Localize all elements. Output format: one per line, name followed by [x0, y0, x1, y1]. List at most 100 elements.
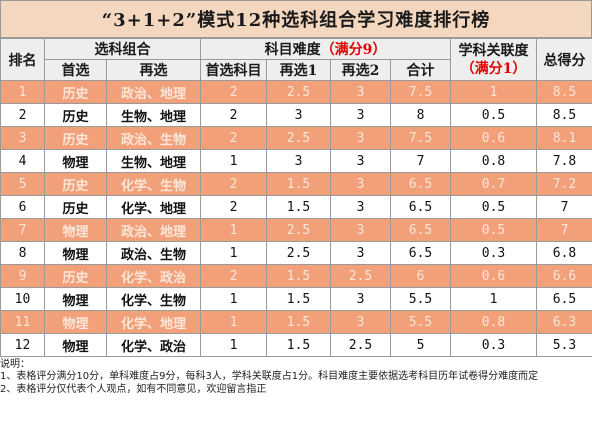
cell-d3: 3	[330, 103, 391, 127]
cell-total: 5.3	[536, 333, 592, 357]
cell-d1: 1	[200, 241, 267, 265]
cell-d2: 3	[266, 103, 331, 127]
table-row: 9 历史 化学、政治 2 1.5 2.5 6 0.6 6.6	[0, 264, 592, 288]
cell-rank: 9	[0, 264, 45, 288]
cell-relevance: 0.5	[450, 218, 537, 242]
cell-sum: 5.5	[390, 287, 451, 311]
ranking-table-container: “3+1+2”模式12种选科组合学习难度排行榜 排名 选科组合 科目难度（满分9…	[0, 0, 592, 357]
cell-d1: 1	[200, 333, 267, 357]
cell-sum: 7	[390, 149, 451, 173]
cell-rank: 1	[0, 80, 45, 104]
cell-total: 6.3	[536, 310, 592, 334]
table-row: 3 历史 政治、生物 2 2.5 3 7.5 0.6 8.1	[0, 126, 592, 150]
cell-first: 历史	[44, 264, 107, 288]
ranking-table: 排名 选科组合 科目难度（满分9） 学科关联度 （满分1） 总得分 首选 再选 首…	[0, 38, 592, 357]
header-diff-r2: 再选2	[330, 59, 391, 81]
cell-rank: 11	[0, 310, 45, 334]
cell-d1: 1	[200, 218, 267, 242]
header-relevance-label: 学科关联度	[458, 42, 529, 59]
cell-relevance: 1	[450, 80, 537, 104]
cell-second: 政治、生物	[106, 241, 201, 265]
header-total-score: 总得分	[536, 38, 592, 81]
cell-relevance: 0.8	[450, 310, 537, 334]
cell-d1: 2	[200, 264, 267, 288]
header-difficulty-label: 科目难度	[264, 42, 321, 58]
cell-d3: 3	[330, 287, 391, 311]
cell-total: 8.1	[536, 126, 592, 150]
cell-sum: 5.5	[390, 310, 451, 334]
header-diff-first: 首选科目	[200, 59, 267, 81]
cell-total: 7	[536, 195, 592, 219]
cell-d3: 3	[330, 218, 391, 242]
cell-second: 生物、地理	[106, 149, 201, 173]
cell-first: 历史	[44, 103, 107, 127]
cell-total: 7	[536, 218, 592, 242]
table-row: 2 历史 生物、地理 2 3 3 8 0.5 8.5	[0, 103, 592, 127]
cell-sum: 6.5	[390, 218, 451, 242]
table-row: 5 历史 化学、生物 2 1.5 3 6.5 0.7 7.2	[0, 172, 592, 196]
cell-d3: 2.5	[330, 264, 391, 288]
cell-sum: 5	[390, 333, 451, 357]
header-first-choice: 首选	[44, 59, 107, 81]
cell-relevance: 0.3	[450, 241, 537, 265]
cell-second: 化学、生物	[106, 287, 201, 311]
cell-d3: 3	[330, 149, 391, 173]
cell-relevance: 0.5	[450, 103, 537, 127]
cell-d1: 2	[200, 103, 267, 127]
header-difficulty-max: （满分9）	[320, 42, 387, 58]
cell-sum: 7.5	[390, 80, 451, 104]
cell-d1: 1	[200, 310, 267, 334]
header-rank: 排名	[0, 38, 45, 81]
header-difficulty: 科目难度（满分9）	[200, 38, 451, 60]
cell-d2: 2.5	[266, 218, 331, 242]
cell-second: 化学、政治	[106, 264, 201, 288]
cell-relevance: 0.6	[450, 126, 537, 150]
cell-sum: 8	[390, 103, 451, 127]
table-row: 11 物理 化学、地理 1 1.5 3 5.5 0.8 6.3	[0, 310, 592, 334]
cell-total: 6.6	[536, 264, 592, 288]
cell-first: 历史	[44, 80, 107, 104]
header-relevance: 学科关联度 （满分1）	[450, 38, 537, 81]
cell-rank: 5	[0, 172, 45, 196]
cell-sum: 6.5	[390, 172, 451, 196]
cell-d3: 3	[330, 80, 391, 104]
table-row: 10 物理 化学、生物 1 1.5 3 5.5 1 6.5	[0, 287, 592, 311]
cell-d1: 2	[200, 126, 267, 150]
cell-d2: 1.5	[266, 310, 331, 334]
cell-d3: 3	[330, 172, 391, 196]
header-relevance-max: （满分1）	[460, 60, 527, 77]
notes-heading: 说明：	[0, 359, 30, 370]
cell-d2: 1.5	[266, 264, 331, 288]
table-row: 1 历史 政治、地理 2 2.5 3 7.5 1 8.5	[0, 80, 592, 104]
table-row: 6 历史 化学、地理 2 1.5 3 6.5 0.5 7	[0, 195, 592, 219]
cell-total: 8.5	[536, 103, 592, 127]
cell-total: 6.5	[536, 287, 592, 311]
cell-sum: 6.5	[390, 195, 451, 219]
cell-rank: 6	[0, 195, 45, 219]
cell-second: 生物、地理	[106, 103, 201, 127]
cell-d1: 2	[200, 195, 267, 219]
cell-first: 物理	[44, 241, 107, 265]
cell-d1: 2	[200, 172, 267, 196]
table-title: “3+1+2”模式12种选科组合学习难度排行榜	[0, 0, 592, 38]
cell-first: 物理	[44, 218, 107, 242]
cell-d2: 1.5	[266, 333, 331, 357]
cell-d3: 2.5	[330, 333, 391, 357]
cell-relevance: 0.3	[450, 333, 537, 357]
cell-first: 物理	[44, 310, 107, 334]
cell-first: 物理	[44, 287, 107, 311]
cell-relevance: 0.7	[450, 172, 537, 196]
table-row: 12 物理 化学、政治 1 1.5 2.5 5 0.3 5.3	[0, 333, 592, 357]
cell-rank: 4	[0, 149, 45, 173]
notes-line-1: 1、表格评分满分10分，单科难度占9分，每科3人，学科关联度占1分。科目难度主要…	[0, 371, 539, 383]
cell-second: 政治、地理	[106, 218, 201, 242]
cell-d2: 1.5	[266, 172, 331, 196]
cell-d1: 1	[200, 287, 267, 311]
cell-total: 6.8	[536, 241, 592, 265]
cell-relevance: 1	[450, 287, 537, 311]
header-combo: 选科组合	[44, 38, 201, 60]
cell-rank: 12	[0, 333, 45, 357]
cell-d2: 1.5	[266, 287, 331, 311]
table-row: 8 物理 政治、生物 1 2.5 3 6.5 0.3 6.8	[0, 241, 592, 265]
cell-rank: 3	[0, 126, 45, 150]
